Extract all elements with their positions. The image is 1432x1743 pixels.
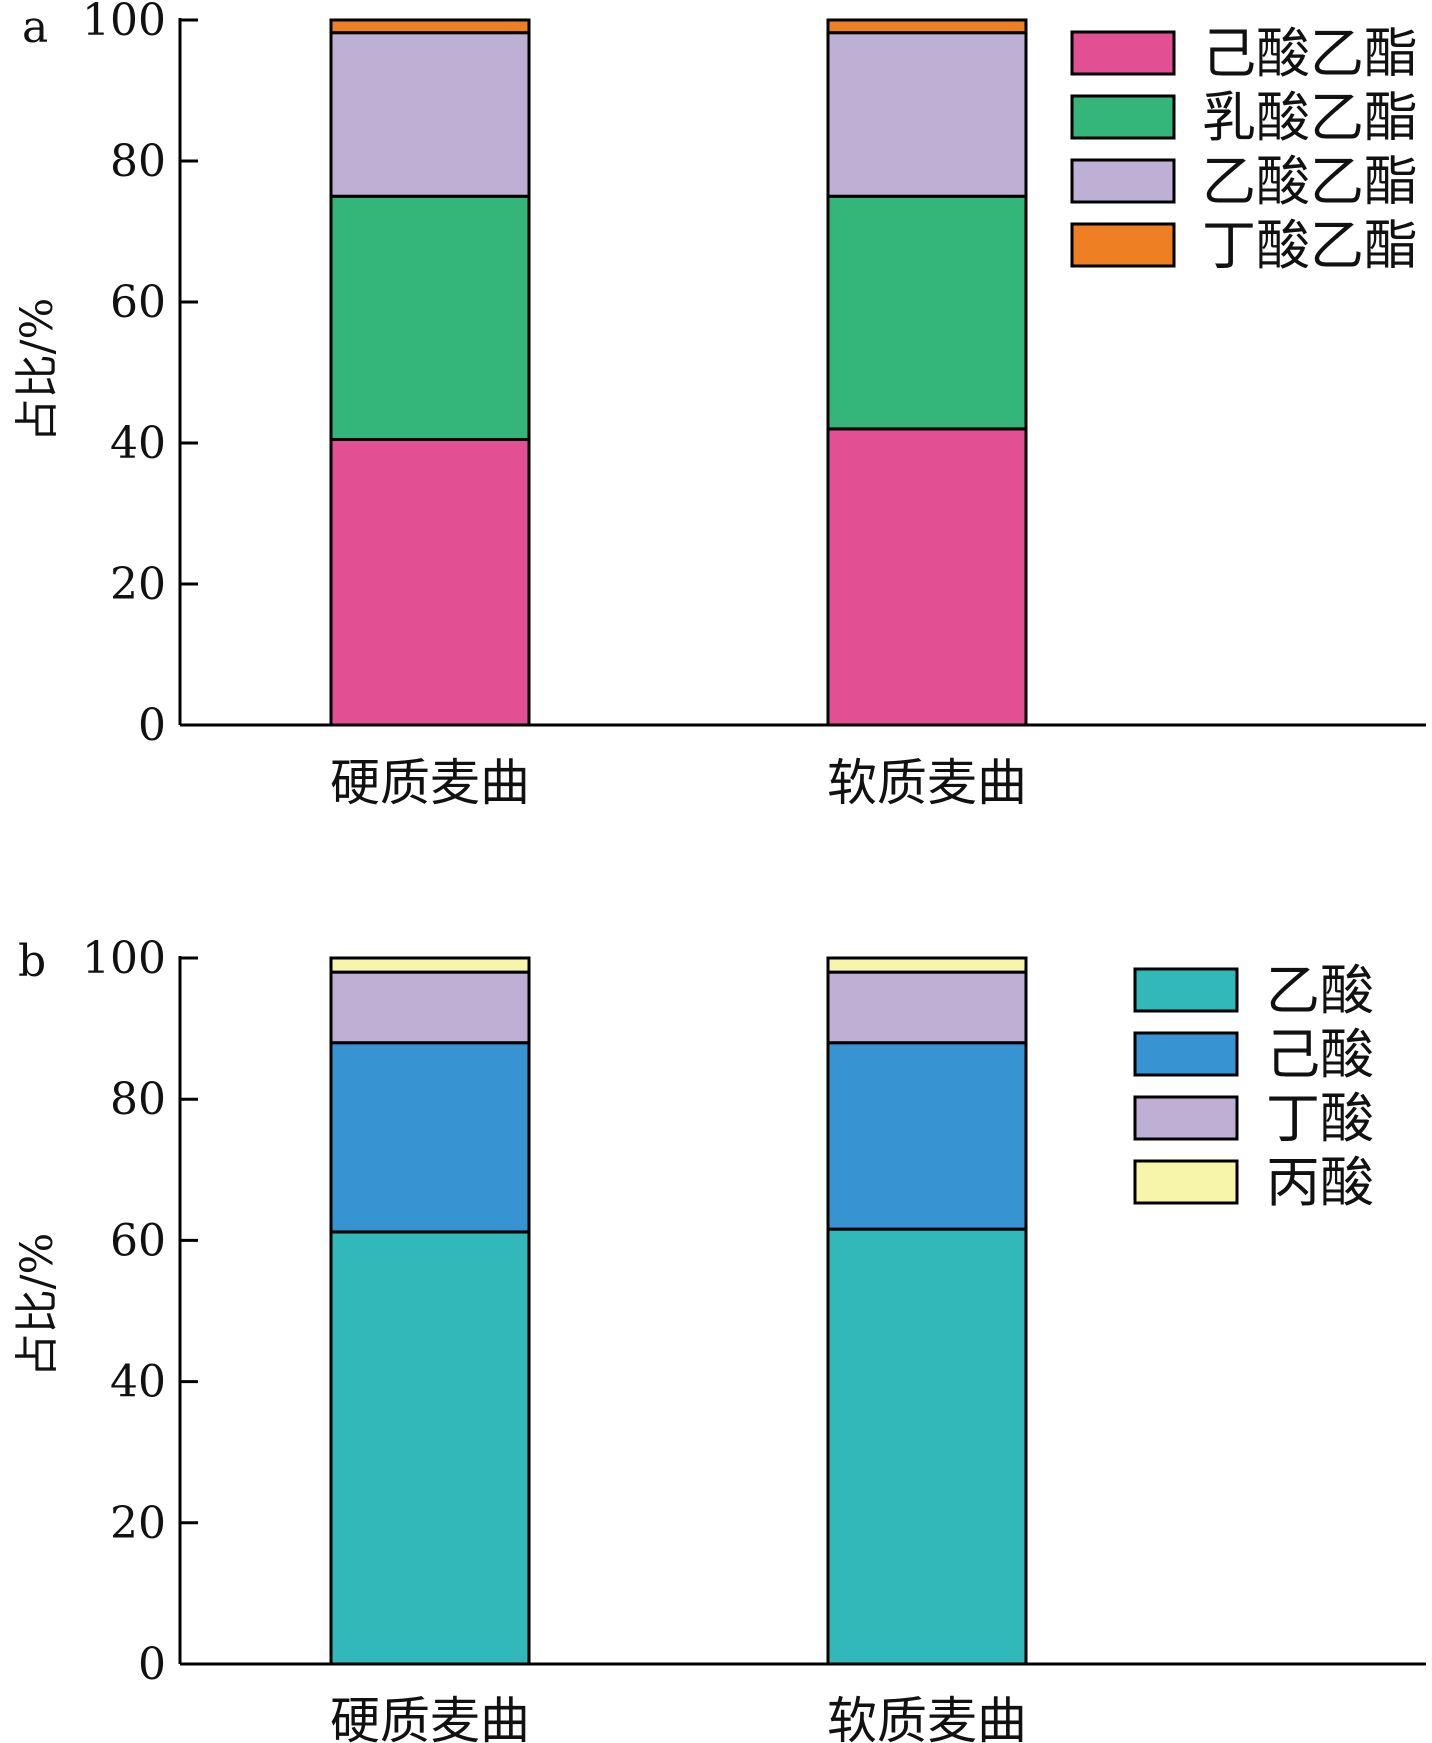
legend-label: 丙酸 <box>1266 1151 1374 1214</box>
legend-label: 丁酸乙酯 <box>1202 214 1418 277</box>
bar-segment <box>826 18 1028 35</box>
y-tick-label: 60 <box>110 277 166 328</box>
bar-segment <box>329 970 531 1045</box>
y-tick-label: 0 <box>138 700 166 751</box>
panel-label: a <box>22 2 48 53</box>
y-tick-label: 80 <box>110 136 166 187</box>
y-axis-label: 占比/% <box>12 298 63 443</box>
bar-segment <box>329 956 531 974</box>
chart-panel-a: a 占比/% 硬质麦曲 软质麦曲 0 20 40 60 80 100 己酸乙酯乳酸乙酯乙酸乙酯丁酸乙… <box>12 0 1426 812</box>
legend-label: 己酸 <box>1266 1023 1374 1086</box>
legend-label: 己酸乙酯 <box>1202 22 1418 85</box>
panel-label: b <box>18 936 46 987</box>
bar-segment <box>329 1230 531 1666</box>
legend-swatch <box>1133 1095 1239 1141</box>
legend-swatch <box>1133 1031 1239 1077</box>
y-tick-label: 40 <box>110 1357 166 1408</box>
x-tick-label: 硬质麦曲 <box>330 754 530 812</box>
y-tick-label: 40 <box>110 418 166 469</box>
legend-swatch <box>1133 967 1239 1013</box>
bar-segment <box>826 1227 1028 1666</box>
legend-label: 乙酸 <box>1266 959 1374 1022</box>
y-tick-label: 80 <box>110 1074 166 1125</box>
y-axis-label: 占比/% <box>12 1233 63 1378</box>
bar-segment <box>329 31 531 198</box>
y-tick-label: 100 <box>82 0 166 46</box>
x-tick-label: 软质麦曲 <box>827 1692 1027 1743</box>
bar-segment <box>826 427 1028 727</box>
legend-swatch <box>1070 158 1176 204</box>
legend-swatch <box>1070 94 1176 140</box>
bar-segment <box>329 1041 531 1234</box>
y-tick-label: 20 <box>110 1498 166 1549</box>
y-tick-label: 60 <box>110 1215 166 1266</box>
bar-segment <box>826 1041 1028 1231</box>
y-tick-label: 100 <box>82 933 166 984</box>
legend-swatch <box>1070 30 1176 76</box>
bar-segment <box>826 956 1028 974</box>
bar-segment <box>826 31 1028 198</box>
bar-segment <box>329 194 531 441</box>
legend-label: 乳酸乙酯 <box>1202 86 1418 149</box>
y-tick-label: 20 <box>110 559 166 610</box>
x-tick-label: 软质麦曲 <box>827 754 1027 812</box>
legend-swatch <box>1070 222 1176 268</box>
bar-segment <box>826 194 1028 431</box>
legend-swatch <box>1133 1159 1239 1205</box>
bar-segment <box>329 437 531 727</box>
bar-segment <box>826 970 1028 1045</box>
x-tick-label: 硬质麦曲 <box>330 1692 530 1743</box>
y-tick-label: 0 <box>138 1639 166 1690</box>
legend-label: 乙酸乙酯 <box>1202 150 1418 213</box>
bar-segment <box>329 18 531 35</box>
legend-label: 丁酸 <box>1266 1087 1374 1150</box>
